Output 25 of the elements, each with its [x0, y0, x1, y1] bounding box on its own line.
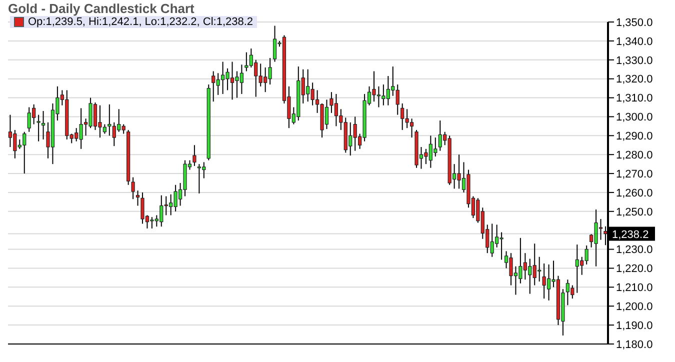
y-tick-label: 1,220.0 [616, 263, 653, 276]
y-tick-label: 1,200.0 [616, 301, 653, 314]
candlestick [131, 176, 135, 200]
chart-title: Gold - Daily Candlestick Chart [8, 1, 196, 16]
y-tick-label: 1,340.0 [616, 36, 653, 48]
candlestick [192, 144, 196, 166]
y-tick-label: 1,350.0 [616, 16, 653, 29]
y-tick-label: 1,270.0 [616, 168, 653, 180]
y-tick-label: 1,250.0 [616, 206, 653, 218]
ref-line-label: 1,238.2 [612, 228, 649, 241]
y-tick-label: 1,180.0 [616, 338, 653, 351]
y-tick-label: 1,260.0 [616, 187, 653, 200]
y-tick-label: 1,230.0 [616, 244, 653, 256]
y-tick-label: 1,210.0 [616, 282, 653, 294]
candlestick [41, 110, 46, 140]
y-tick-label: 1,330.0 [616, 54, 653, 67]
annotation: Op:1,239.5, Hi:1,242.1, Lo:1,232.2, Cl:1,238.2 [28, 16, 254, 28]
y-tick-label: 1,190.0 [616, 320, 653, 332]
y-tick-label: 1,300.0 [616, 112, 653, 124]
y-tick-label: 1,320.0 [616, 74, 653, 86]
y-tick-label: 1,310.0 [616, 92, 653, 105]
y-tick-label: 1,280.0 [616, 149, 653, 162]
candlestick [36, 114, 40, 142]
candlestick [136, 190, 140, 206]
y-tick-label: 1,290.0 [616, 130, 653, 143]
